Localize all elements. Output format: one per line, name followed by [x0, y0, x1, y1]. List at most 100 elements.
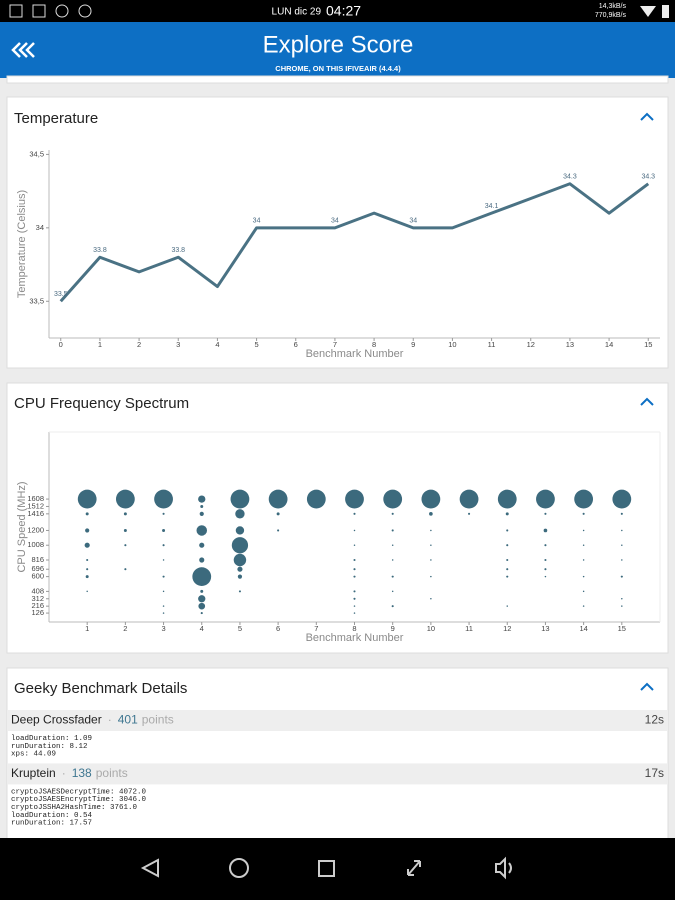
bubble: [237, 566, 243, 572]
bubble: [621, 559, 623, 561]
nav-home[interactable]: [229, 858, 249, 878]
card-title: CPU Frequency Spectrum: [14, 395, 189, 412]
y-tick-label: 1416: [27, 509, 44, 518]
bubble: [430, 544, 432, 546]
x-axis-label: Benchmark Number: [306, 632, 404, 644]
benchmark-time: 12s: [645, 713, 664, 727]
bubble: [612, 489, 632, 509]
x-tick-label: 12: [503, 624, 511, 633]
bubble: [430, 559, 432, 561]
nav-recents[interactable]: [318, 860, 335, 877]
data-label: 34.3: [641, 174, 655, 181]
app-bar: [0, 22, 675, 78]
card: [6, 75, 669, 84]
y-tick-label: 816: [31, 555, 44, 564]
x-tick-label: 12: [527, 340, 535, 349]
x-tick-label: 9: [391, 624, 395, 633]
nav-fullscreen[interactable]: [407, 860, 421, 876]
y-tick-label: 126: [31, 608, 44, 617]
collapse-button[interactable]: [640, 682, 654, 691]
benchmark-detail: cryptoJSSHA2HashTime: 3761.0: [11, 804, 138, 812]
benchmark-detail: loadDuration: 1.09: [11, 735, 92, 743]
bubble: [506, 605, 508, 607]
bubble: [353, 512, 356, 515]
bubble: [506, 558, 509, 562]
x-tick-label: 8: [352, 624, 356, 633]
bubble: [574, 489, 594, 509]
bubble: [231, 537, 249, 554]
data-label: 33.8: [171, 247, 185, 254]
bubble: [582, 512, 585, 515]
card: [6, 96, 669, 369]
bubble: [237, 574, 243, 579]
bubble: [162, 559, 165, 561]
bubble: [391, 559, 394, 561]
bubble: [235, 526, 245, 535]
bubble: [391, 544, 394, 546]
bubble: [162, 544, 165, 547]
benchmark-detail: xps: 44.09: [11, 751, 56, 759]
score-unit: points: [142, 713, 174, 727]
bubble: [505, 512, 509, 516]
x-tick-label: 15: [644, 340, 652, 349]
bubble: [276, 512, 280, 516]
bubble: [154, 489, 173, 509]
bubble: [200, 612, 203, 615]
bubble: [621, 529, 623, 532]
bubble: [582, 559, 585, 561]
x-tick-label: 2: [123, 624, 127, 633]
y-tick-label: 408: [31, 586, 44, 595]
y-axis-label: CPU Speed (MHz): [16, 481, 28, 572]
x-tick-label: 13: [541, 624, 549, 633]
bubble: [277, 529, 280, 532]
bubble: [196, 525, 207, 536]
bubble: [199, 557, 205, 563]
bubble: [162, 528, 166, 532]
benchmark-detail: cryptoJSAESDecryptTime: 4072.0: [11, 788, 147, 796]
x-tick-label: 4: [200, 624, 204, 633]
collapse-button[interactable]: [640, 112, 654, 121]
bubble: [353, 568, 356, 571]
data-label: 34.1: [485, 203, 499, 210]
y-tick-label: 1008: [27, 540, 44, 549]
bubble: [543, 528, 548, 533]
bubble: [353, 575, 356, 578]
nav-back[interactable]: [140, 858, 159, 878]
benchmark-detail: runDuration: 8.12: [11, 743, 88, 751]
bubble: [582, 529, 585, 532]
x-tick-label: 5: [238, 624, 242, 633]
benchmark-heading: Kruptein · 138 points: [11, 766, 128, 780]
bubble: [506, 544, 509, 547]
bubble: [391, 512, 394, 515]
collapse-button[interactable]: [640, 397, 654, 406]
bubble: [621, 605, 623, 607]
data-label: 34: [331, 218, 339, 225]
bubble: [199, 511, 204, 516]
x-tick-label: 7: [314, 624, 318, 633]
benchmark-name: Kruptein: [11, 766, 56, 780]
bubble: [468, 512, 471, 515]
benchmark-row: [7, 763, 668, 785]
status-bar: [0, 0, 675, 22]
back-button[interactable]: [11, 42, 35, 58]
bubble: [162, 605, 165, 607]
x-tick-label: 4: [215, 340, 219, 349]
bubble: [85, 512, 89, 516]
bubble: [430, 598, 432, 600]
benchmark-detail: runDuration: 17.57: [11, 820, 92, 828]
x-tick-label: 7: [333, 340, 337, 349]
x-tick-label: 13: [566, 340, 574, 349]
bubble: [620, 512, 623, 515]
bubble: [391, 575, 394, 578]
y-tick-label: 600: [31, 572, 44, 581]
bubble: [430, 575, 432, 578]
bubble: [235, 509, 245, 519]
benchmark-detail: loadDuration: 0.54: [11, 812, 93, 820]
separator: ·: [62, 766, 66, 780]
bubble: [353, 544, 356, 546]
bubble: [621, 544, 623, 546]
y-axis-label: Temperature (Celsius): [16, 190, 28, 298]
bubble: [86, 558, 89, 562]
bubble: [124, 544, 127, 547]
nav-volume[interactable]: [495, 856, 512, 880]
